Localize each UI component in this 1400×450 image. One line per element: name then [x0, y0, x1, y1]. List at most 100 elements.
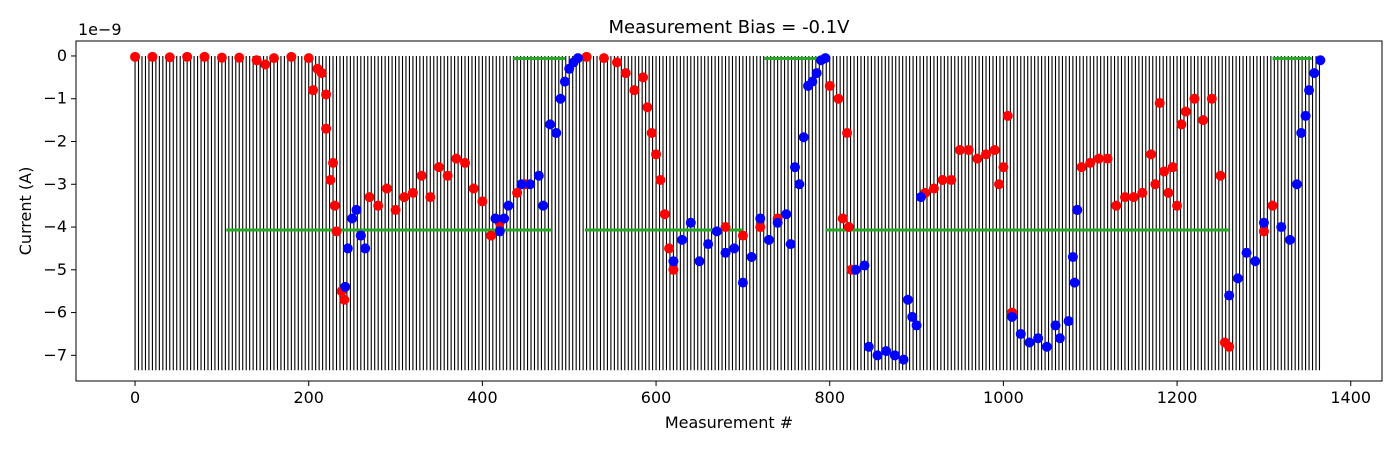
y-tick-label: −4: [43, 217, 67, 236]
data-point: [668, 256, 679, 267]
data-point: [763, 234, 774, 245]
data-point: [1050, 320, 1061, 331]
data-point: [572, 53, 583, 64]
data-point: [1024, 337, 1035, 348]
data-point: [499, 213, 510, 224]
data-point: [468, 183, 479, 194]
data-point: [545, 119, 556, 130]
data-point: [1258, 217, 1269, 228]
data-point: [130, 51, 141, 62]
data-point: [268, 53, 279, 64]
data-point: [559, 76, 570, 87]
data-point: [329, 200, 340, 211]
x-tick-label: 400: [467, 388, 498, 407]
y-tick-label: −1: [43, 89, 67, 108]
data-point: [907, 311, 918, 322]
data-point: [620, 68, 631, 79]
y-axis-ticks: 0 −1 −2 −3 −4 −5 −6 −7: [43, 46, 76, 364]
data-point: [720, 222, 731, 233]
data-point: [416, 170, 427, 181]
data-point: [1296, 127, 1307, 138]
data-point: [785, 239, 796, 250]
data-point: [303, 53, 314, 64]
data-point: [1276, 222, 1287, 233]
data-point: [881, 346, 892, 357]
data-point: [1180, 106, 1191, 117]
data-point: [811, 68, 822, 79]
data-point: [1309, 68, 1320, 79]
data-point: [720, 247, 731, 258]
data-point: [581, 51, 592, 62]
data-point: [820, 53, 831, 64]
data-point: [1284, 234, 1295, 245]
x-tick-label: 1400: [1330, 388, 1371, 407]
data-point: [199, 51, 210, 62]
data-point: [898, 354, 909, 365]
data-point: [859, 260, 870, 271]
data-point: [1041, 341, 1052, 352]
data-point: [668, 264, 679, 275]
x-axis-ticks: 0 200 400 600 800 1000 1200 1400: [130, 381, 1371, 407]
data-point: [1054, 333, 1065, 344]
data-point: [486, 230, 497, 241]
data-point: [347, 213, 358, 224]
x-tick-label: 1000: [983, 388, 1024, 407]
data-point: [694, 256, 705, 267]
data-point: [998, 162, 1009, 173]
data-point: [1007, 311, 1018, 322]
data-point: [1267, 200, 1278, 211]
data-point: [442, 170, 453, 181]
data-point: [351, 204, 362, 215]
data-point: [703, 239, 714, 250]
data-point: [1176, 119, 1187, 130]
data-point: [863, 341, 874, 352]
data-point: [972, 153, 983, 164]
data-point: [1300, 110, 1311, 121]
data-point: [1067, 251, 1078, 262]
data-point: [1206, 93, 1217, 104]
data-point: [1241, 247, 1252, 258]
data-point: [364, 192, 375, 203]
data-point: [451, 153, 462, 164]
data-point: [737, 277, 748, 288]
data-point: [533, 170, 544, 181]
data-point: [1224, 290, 1235, 301]
y-tick-label: 0: [57, 46, 67, 65]
y-tick-label: −6: [43, 303, 67, 322]
data-point: [340, 281, 351, 292]
data-point: [308, 85, 319, 96]
y-axis-offset-label: 1e−9: [78, 20, 122, 39]
y-axis-label: Current (A): [16, 167, 35, 256]
x-tick-label: 1200: [1157, 388, 1198, 407]
data-point: [642, 102, 653, 113]
data-point: [551, 127, 562, 138]
data-point: [954, 145, 965, 156]
data-point: [1224, 341, 1235, 352]
data-point: [260, 59, 271, 70]
data-point: [981, 149, 992, 160]
data-point: [1111, 200, 1122, 211]
data-point: [316, 68, 327, 79]
data-point: [147, 51, 158, 62]
data-point: [477, 196, 488, 207]
data-point: [490, 213, 501, 224]
data-point: [433, 162, 444, 173]
data-point: [1167, 162, 1178, 173]
data-point: [928, 183, 939, 194]
x-axis-label: Measurement #: [665, 413, 793, 432]
data-point: [1072, 204, 1083, 215]
data-point: [1198, 115, 1209, 126]
data-point: [512, 187, 523, 198]
data-point: [963, 145, 974, 156]
data-point: [1250, 256, 1261, 267]
data-point: [685, 217, 696, 228]
data-point: [789, 162, 800, 173]
data-point: [1172, 200, 1183, 211]
data-point: [1063, 316, 1074, 327]
x-tick-label: 800: [814, 388, 845, 407]
data-point: [407, 187, 418, 198]
data-point: [538, 200, 549, 211]
data-point: [321, 89, 332, 100]
data-point: [807, 76, 818, 87]
data-point: [328, 157, 339, 168]
